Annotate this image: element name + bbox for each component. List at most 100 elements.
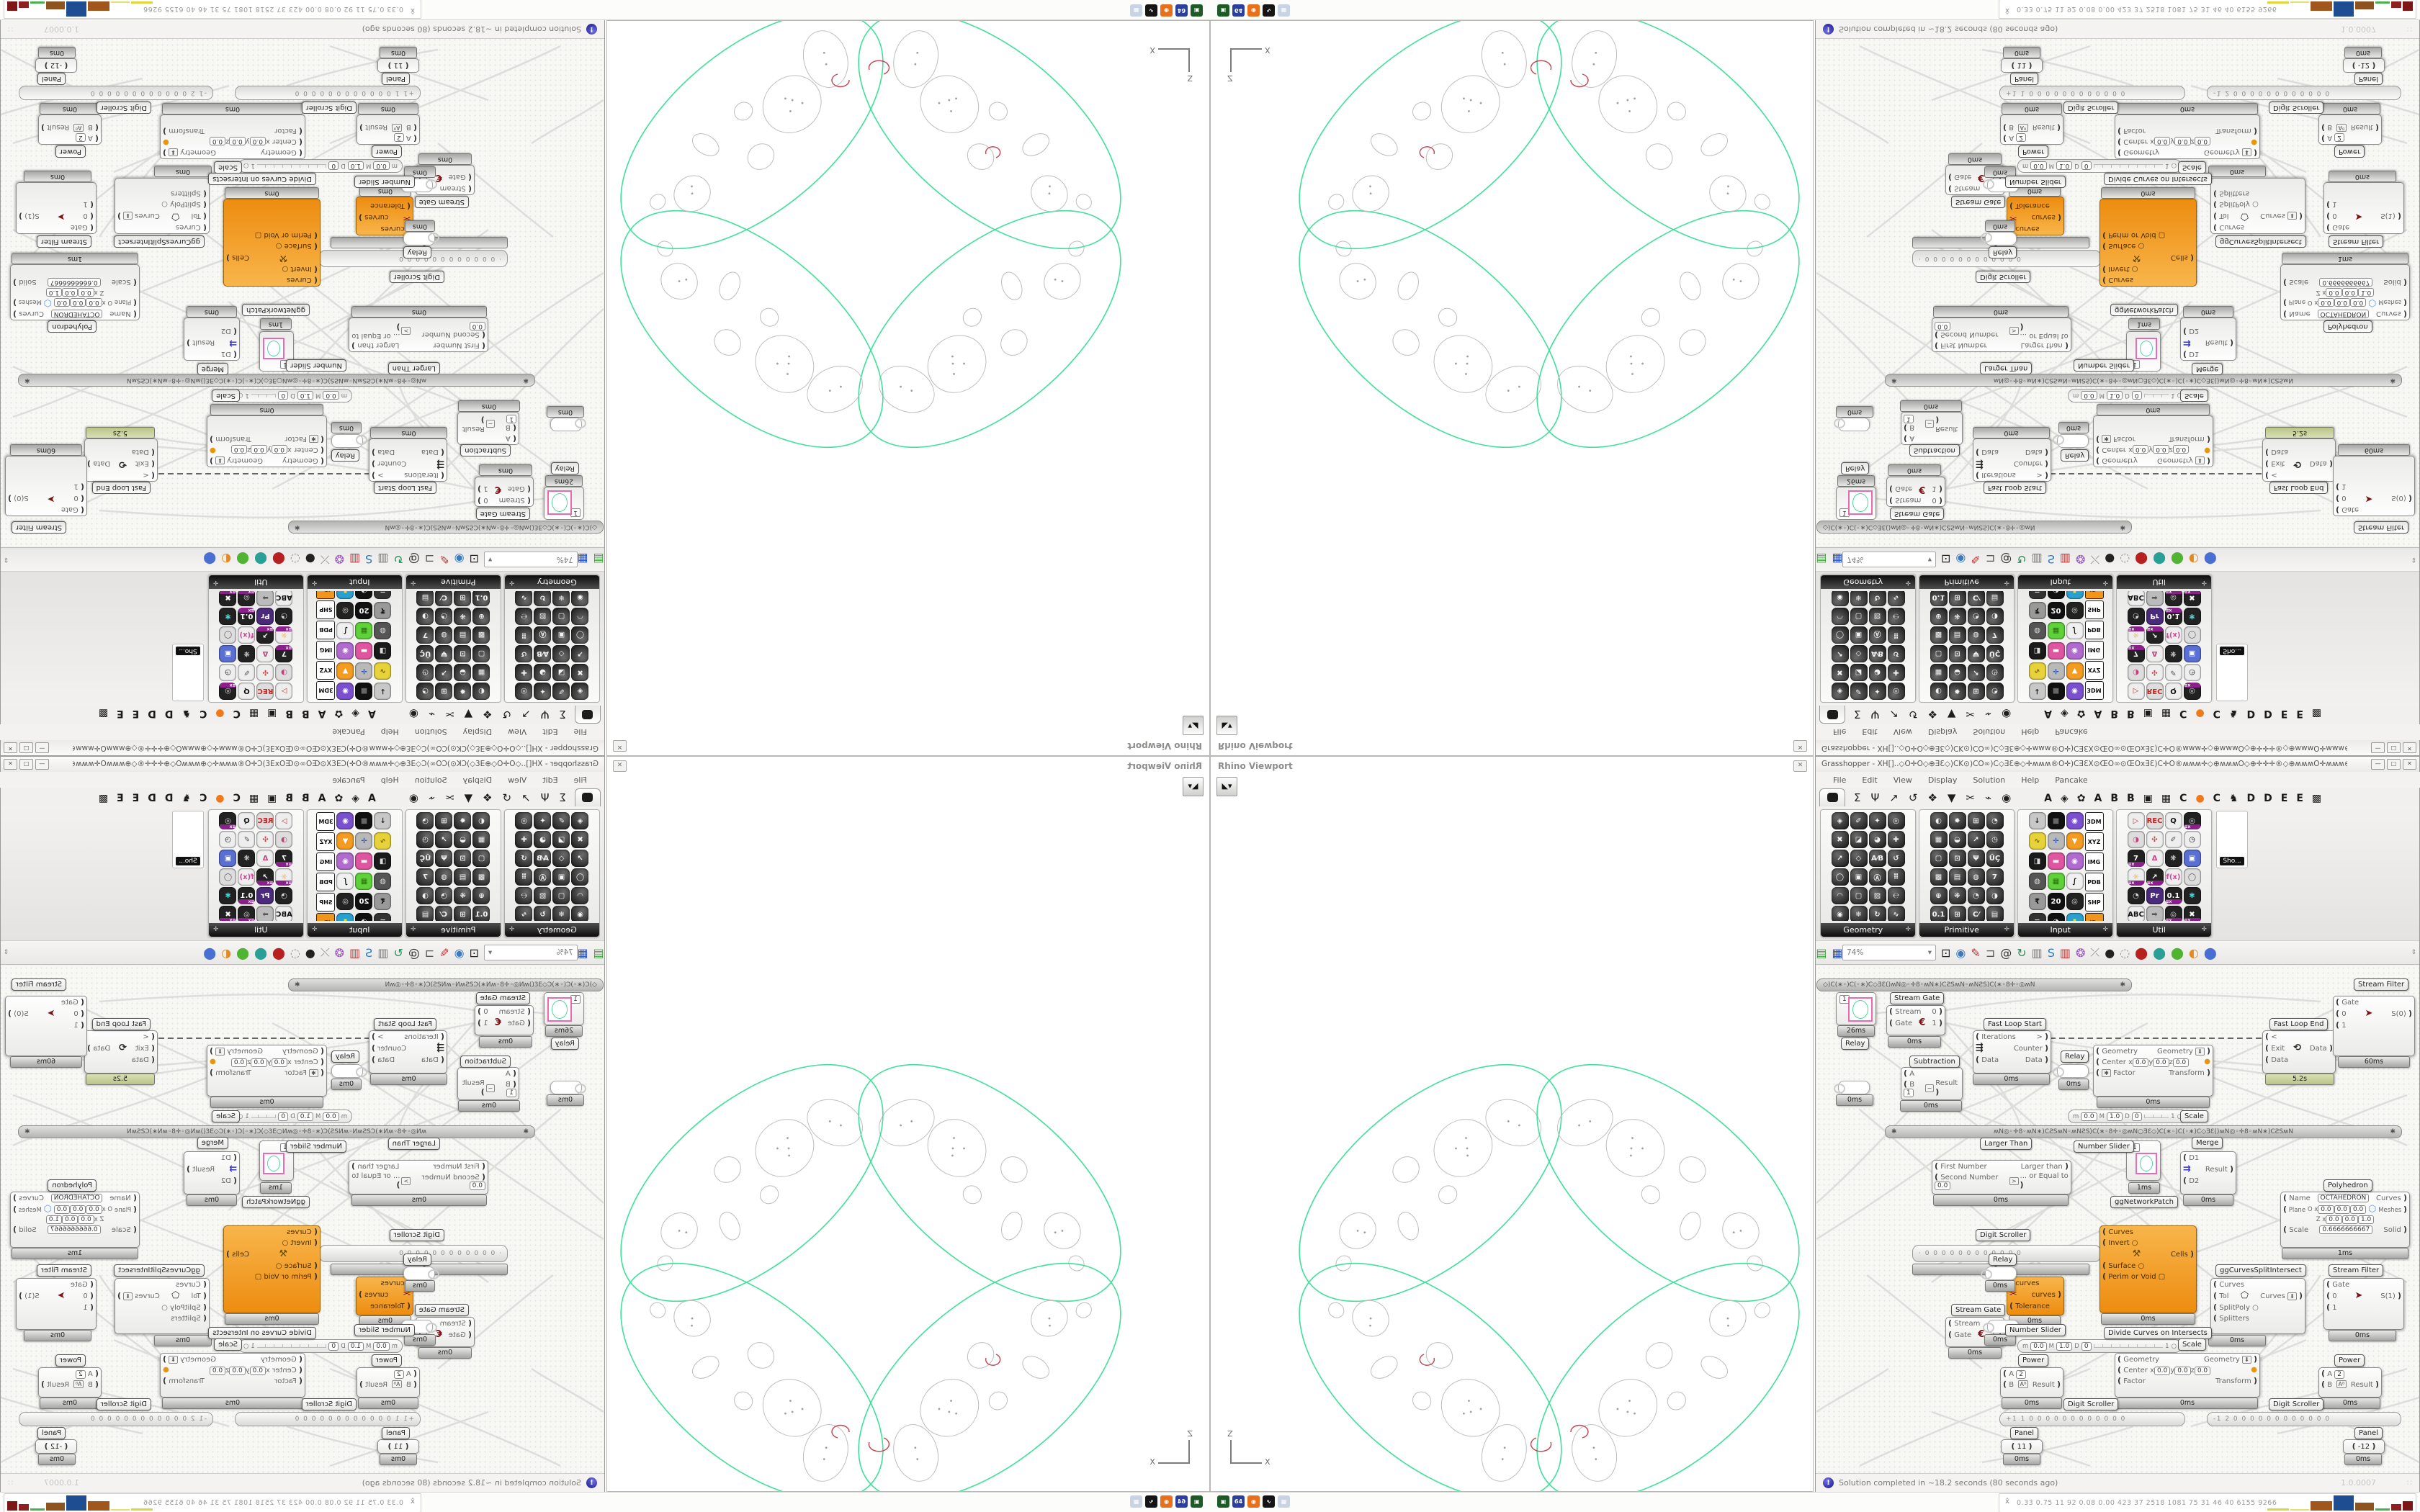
icon-cell[interactable]: ◔: [355, 591, 373, 599]
taskbar-icon-calculator[interactable]: ▦: [1130, 1495, 1142, 1508]
panel-expand-icon[interactable]: ✛: [2102, 926, 2108, 933]
icon-cell[interactable]: ▣: [2183, 645, 2201, 662]
node-tag[interactable]: Larger Than: [387, 362, 440, 374]
icon-cell[interactable]: ℮: [515, 608, 533, 625]
icon-cell[interactable]: ✐: [2164, 664, 2182, 681]
taskbar-icon-floppy-64[interactable]: 64: [1175, 4, 1188, 17]
node-stream-filter[interactable]: ( Gate ( 0 ➤ S(1) ) ( 1: [2323, 1278, 2404, 1330]
icon-cell[interactable]: ▢: [472, 645, 490, 662]
icon-cell[interactable]: Display: [462, 775, 493, 785]
icon-cell[interactable]: ✣: [2146, 664, 2164, 681]
rhino-viewport-window[interactable]: Rhino Viewport ✕ ◣▾: [1210, 756, 1814, 1492]
node-power[interactable]: ( A 2 ( B Aᴮ Result ): [2318, 1367, 2382, 1398]
icon-cell[interactable]: ⊕: [1930, 608, 1948, 625]
icon-cell[interactable]: ⬤: [2170, 945, 2184, 960]
icon-cell[interactable]: ↻: [534, 906, 552, 921]
icon-cell[interactable]: ❂: [334, 945, 344, 960]
icon-cell[interactable]: ▤: [1986, 906, 2004, 921]
icon-cell[interactable]: ◈: [351, 708, 359, 719]
icon-cell[interactable]: ◒: [454, 831, 472, 848]
icon-cell[interactable]: ◐: [2188, 552, 2199, 567]
icon-cell[interactable]: ▼: [464, 791, 473, 804]
node-tag[interactable]: Relay: [331, 1050, 359, 1063]
node-panel[interactable]: ( 11 ): [377, 58, 419, 73]
icon-cell[interactable]: ◒: [454, 664, 472, 681]
node-tag[interactable]: ggCurvesSplitIntersect: [114, 1264, 205, 1277]
node-relay-body[interactable]: [1985, 232, 2017, 246]
taskbar-icon-calculator[interactable]: ▦: [1278, 1495, 1290, 1508]
icon-cell[interactable]: ◉: [2002, 708, 2012, 721]
icon-cell[interactable]: 7: [2127, 645, 2145, 662]
icon-cell[interactable]: 7: [275, 645, 293, 662]
icon-cell[interactable]: ◔: [2127, 608, 2145, 625]
node-tag[interactable]: Scale: [2178, 161, 2206, 174]
icon-cell[interactable]: 20: [2047, 893, 2065, 910]
icon-cell[interactable]: ◎: [219, 683, 237, 700]
icon-cell[interactable]: ⬤: [2153, 945, 2166, 960]
icon-cell[interactable]: ✿: [334, 708, 344, 719]
close-button[interactable]: ✕: [2403, 742, 2416, 753]
icon-cell[interactable]: ◈: [571, 683, 589, 700]
icon-cell[interactable]: ⌁: [1985, 708, 1992, 721]
icon-cell[interactable]: A: [2094, 793, 2102, 804]
icon-cell[interactable]: ◎: [2066, 602, 2084, 619]
gh-canvas[interactable]: ◇)C(∗◦)C(◦∗)C◇ƎƐ()ʍN◎◦✛8◦ʍN∗)CƧSʍN◦ʍNƧS)…: [1, 966, 604, 1473]
icon-cell[interactable]: ℮: [1887, 608, 1905, 625]
icon-cell[interactable]: ◯: [1831, 868, 1849, 886]
icon-cell[interactable]: ◈: [1831, 683, 1849, 700]
grasshopper-titlebar[interactable]: Grasshopper - XH[]..◇O✛O◇⊕ƎƐ◇)CK⊙)CO∞)C◇…: [1, 739, 604, 755]
icon-cell[interactable]: E: [132, 708, 140, 719]
toolbar-scroll-icon[interactable]: ⇕: [2411, 556, 2416, 563]
icon-cell[interactable]: Δ: [2146, 645, 2164, 662]
icon-cell[interactable]: A: [2094, 708, 2102, 719]
icon-cell[interactable]: ♞: [2228, 793, 2238, 804]
taskbar-icon-calculator[interactable]: ▦: [1278, 4, 1290, 17]
node-curve-preview[interactable]: 1: [1836, 487, 1876, 520]
icon-cell[interactable]: ↗: [256, 626, 274, 644]
icon-cell[interactable]: A⁄B: [1868, 850, 1886, 867]
icon-cell[interactable]: ▤: [1986, 591, 2004, 606]
node-tag[interactable]: ggNetworkPatch: [242, 304, 310, 316]
icon-cell[interactable]: ▤: [1816, 552, 1827, 567]
panel-expand-icon[interactable]: ✛: [213, 579, 219, 586]
icon-cell[interactable]: Solution: [414, 775, 447, 785]
tab-params-selected[interactable]: [575, 788, 601, 806]
icon-cell[interactable]: ID.: [316, 591, 336, 599]
icon-cell[interactable]: ⊡: [469, 552, 479, 567]
panel-expand-icon[interactable]: ✛: [2201, 579, 2207, 586]
icon-cell[interactable]: ℮: [1887, 887, 1905, 904]
icon-cell[interactable]: ◔: [1967, 887, 1985, 904]
icon-cell[interactable]: ◔: [435, 887, 453, 904]
node-relay-body[interactable]: [331, 1064, 363, 1078]
icon-cell[interactable]: ◕: [534, 831, 552, 848]
icon-cell[interactable]: ↺: [1887, 645, 1905, 662]
grasshopper-titlebar[interactable]: Grasshopper - XH[]..◇O✛O◇⊕ƎƐ◇)CK⊙)CO∞)C◇…: [1, 757, 604, 773]
panel-input[interactable]: ↓■◉3DM∿✛▼XYZ◨▬◉IMG◍▦∫PDB₹20◎SHP≡◔▮ID. In…: [2017, 575, 2113, 703]
icon-cell[interactable]: ↺: [1887, 850, 1905, 867]
node-tag[interactable]: ggNetworkPatch: [2110, 1196, 2178, 1208]
icon-cell[interactable]: ▨: [534, 887, 552, 904]
icon-cell[interactable]: D: [148, 793, 156, 804]
viewport-canvas[interactable]: [607, 757, 1209, 1491]
panel-input[interactable]: ↓■◉3DM∿✛▼XYZ◨▬◉IMG◍▦∫PDB₹20◎SHP≡◔▮ID. In…: [307, 575, 403, 703]
icon-cell[interactable]: Solution: [1973, 775, 2006, 785]
node-tag[interactable]: Power: [2018, 1354, 2049, 1367]
icon-cell[interactable]: E: [117, 793, 124, 804]
icon-cell[interactable]: Q: [2164, 683, 2182, 700]
icon-cell[interactable]: ◕: [534, 664, 552, 681]
panel-expand-icon[interactable]: ✛: [2004, 926, 2009, 933]
icon-cell[interactable]: Ⓐ: [1868, 868, 1886, 886]
easel-icon[interactable]: [2223, 658, 2241, 677]
icon-cell[interactable]: ÜÇ: [416, 850, 434, 867]
icon-cell[interactable]: Solution: [414, 727, 447, 737]
icon-cell[interactable]: ✹: [454, 812, 472, 829]
icon-cell[interactable]: D: [2264, 793, 2272, 804]
icon-cell[interactable]: ≡: [374, 591, 392, 599]
icon-cell[interactable]: ↗: [1967, 831, 1985, 848]
icon-cell[interactable]: ▣: [2183, 850, 2201, 867]
icon-cell[interactable]: ❋: [2164, 850, 2182, 867]
